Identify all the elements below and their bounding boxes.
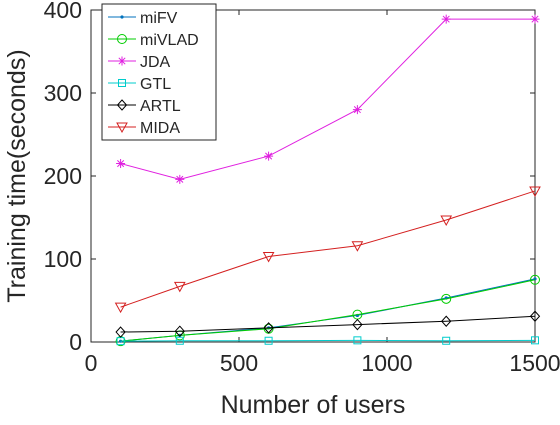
series-line-jda [120,18,535,180]
data-point-mida [440,215,453,227]
y-tick-label: 100 [44,246,82,272]
legend-marker-gtl [118,79,126,87]
data-point-gtl [175,336,184,345]
y-tick-label: 0 [69,329,82,355]
series-line-gtl [120,339,536,342]
legend-label-mida: MIDA [140,120,180,137]
data-point-mida [173,281,186,293]
legend-marker-jda [117,56,127,66]
legend-label-mivlad: miVLAD [140,32,199,49]
y-tick-label: 400 [44,0,82,23]
x-tick-label: 500 [220,350,258,376]
y-tick-label: 300 [44,80,82,106]
series-line-mivlad [120,279,536,342]
data-point-jda [175,174,185,184]
legend-marker-mida [116,122,128,134]
data-point-jda [441,14,451,24]
data-point-gtl [264,336,273,345]
data-point-artl [115,326,126,338]
y-axis-label: Training time(seconds) [3,49,31,302]
x-tick-label: 1000 [361,350,412,376]
data-point-mivlad [530,274,540,285]
data-point-jda [264,151,274,161]
legend-label-jda: JDA [140,54,171,71]
series-layer [114,14,541,347]
data-point-mida [262,252,275,263]
data-point-artl [529,310,541,323]
legend-box [101,3,217,141]
legend-entry-mifv: miFV [108,10,178,27]
legend-marker-artl [116,99,128,111]
data-point-artl [352,318,363,331]
data-point-mida [529,186,541,197]
legend-marker-mivlad [117,34,127,44]
data-point-artl [263,322,274,334]
y-tick-label: 200 [44,163,82,189]
legend-entry-mida: MIDA [108,120,180,137]
data-point-artl [174,325,185,337]
data-point-jda [530,14,540,24]
legend-entry-artl: ARTL [108,98,181,115]
legend-label-artl: ARTL [140,98,181,115]
legend: miFV miVLAD JDA GTL ARTL MIDA [101,3,217,141]
legend-entry-mivlad: miVLAD [108,32,199,49]
legend-label-gtl: GTL [140,76,171,93]
legend-entry-jda: JDA [108,54,171,71]
legend-label-mifv: miFV [140,10,178,27]
axes: 0 500 1000 1500 0 100 200 300 400 [44,0,560,376]
series-jda [116,14,540,184]
data-point-mivlad [441,293,452,304]
series-line-artl [120,315,536,333]
data-point-mida [351,241,364,252]
legend-marker-mifv [120,15,124,19]
data-point-gtl [531,336,539,345]
series-line-mida [120,190,536,308]
data-point-mida [114,302,127,314]
legend-entry-gtl: GTL [108,76,171,93]
series-gtl [116,336,539,346]
data-point-gtl [353,336,362,345]
data-point-gtl [442,336,451,345]
series-mida [114,186,541,314]
data-point-jda [116,159,126,169]
x-tick-label: 1500 [509,350,560,376]
x-axis-label: Number of users [221,391,406,419]
x-tick-label: 0 [85,350,98,376]
series-artl [115,310,541,338]
data-point-jda [352,105,362,115]
data-point-artl [441,315,452,327]
